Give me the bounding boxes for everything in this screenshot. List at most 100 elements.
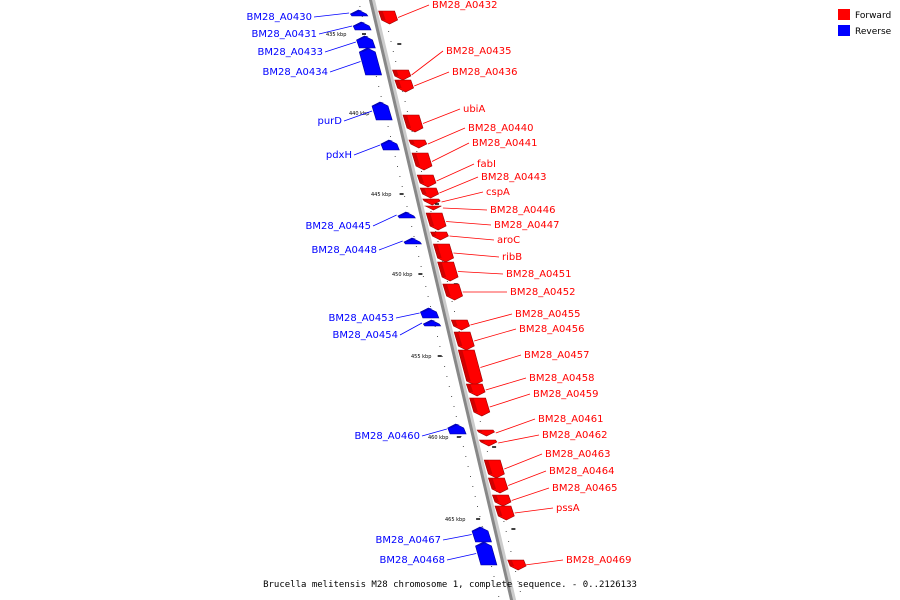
lane-dot [442, 261, 444, 262]
lane-dot [434, 326, 436, 327]
leader-line [514, 507, 554, 514]
gene-bm28_a0443: BM28_A0443 [419, 172, 547, 199]
gene-label: purD [318, 116, 343, 127]
leader-line [446, 221, 492, 226]
lane-dot [448, 386, 450, 387]
gene-ribb: ribB [432, 243, 522, 263]
gene-arrow-shade [403, 115, 411, 128]
lane-dot [479, 516, 481, 517]
lane-dot [411, 226, 413, 227]
lane-dot [404, 196, 406, 197]
gene-bm28_a0454: BM28_A0454 [332, 319, 442, 341]
legend-reverse-label: Reverse [855, 27, 892, 37]
gene-arrow-shade [422, 199, 429, 201]
lane-dot [390, 136, 391, 137]
leader-line [372, 214, 397, 227]
lane-dot [455, 416, 457, 417]
gene-bm28_a0447: BM28_A0447 [425, 212, 560, 231]
lane-dot [441, 356, 443, 357]
lane-dot [444, 366, 446, 367]
leader-line [442, 534, 472, 541]
lane-dot [517, 581, 519, 582]
gene-label: BM28_A0468 [379, 555, 445, 566]
lane-dot [446, 281, 448, 282]
leader-line [508, 470, 547, 486]
gene-label: BM28_A0441 [472, 138, 538, 149]
gene-bm28_a0457: BM28_A0457 [457, 349, 590, 386]
gene-aroc: aroC [430, 231, 520, 246]
lane-dot [486, 451, 488, 452]
lane-dot [422, 276, 424, 277]
gene-arrow-shade [433, 244, 442, 258]
lane-dot [470, 476, 471, 477]
leader-line [439, 176, 479, 194]
gene-arrow-shade [479, 440, 485, 442]
gene-label: BM28_A0430 [246, 12, 312, 23]
gene-label: BM28_A0457 [524, 350, 590, 361]
gene-arrow-shade [356, 36, 369, 40]
lane-dot [453, 406, 455, 407]
gene-purd: purD [318, 101, 393, 127]
gene-pssa: pssA [494, 503, 580, 521]
leader-line [395, 312, 420, 319]
gene-label: BM28_A0455 [515, 309, 581, 320]
gene-label: fabI [477, 159, 496, 170]
gene-label: BM28_A0467 [375, 535, 441, 546]
leader-line [470, 313, 513, 326]
gene-fabi: fabI [416, 159, 496, 188]
gene-arrow-shade [507, 560, 515, 566]
leader-line [495, 418, 536, 434]
gene-arrow-shade [417, 175, 424, 183]
lane-dot [479, 421, 481, 422]
gene-bm28_a0433: BM28_A0433 [257, 35, 376, 58]
gene-arrow-shade [477, 430, 483, 432]
gene-bm28_a0436: BM28_A0436 [394, 67, 518, 93]
leader-line [436, 163, 475, 182]
gene-features: BM28_A0430 BM28_A0431 BM28_A0432 BM28_A0433… [246, 0, 632, 571]
lane-dot [397, 166, 398, 167]
lane-dot [402, 91, 404, 92]
lane-dot [498, 596, 500, 597]
lane-dot [454, 311, 455, 312]
gene-label: BM28_A0465 [552, 483, 618, 494]
lane-dot [378, 86, 380, 87]
legend-forward-label: Forward [855, 11, 891, 21]
gene-pdxh: pdxH [326, 139, 400, 161]
leader-line [442, 207, 488, 211]
leader-line [431, 142, 470, 162]
lane-dot [458, 331, 460, 332]
gene-bm28_a0461: BM28_A0461 [476, 414, 604, 437]
gene-bm28_a0451: BM28_A0451 [437, 261, 572, 282]
gene-bm28_a0445: BM28_A0445 [305, 211, 416, 232]
lane-dot [392, 51, 394, 52]
gene-bm28_a0459: BM28_A0459 [469, 389, 599, 417]
lane-dot [446, 376, 448, 377]
leader-line [329, 61, 361, 73]
lane-dot [387, 126, 389, 127]
backbone-line [368, 0, 514, 600]
gene-arrow [380, 139, 400, 151]
leader-line [446, 553, 477, 561]
lane-dot [416, 151, 418, 152]
leader-line [397, 4, 430, 18]
lane-dot [437, 336, 438, 337]
gene-arrow-shade [495, 506, 503, 516]
gene-arrow-shade [426, 213, 435, 226]
gene-bm28_a0464: BM28_A0464 [487, 466, 615, 494]
tick-label: 440 kbp [349, 111, 369, 117]
leader-line [422, 108, 461, 124]
lane-dot [491, 566, 493, 567]
gene-label: pdxH [326, 150, 352, 161]
gene-label: BM28_A0461 [538, 414, 604, 425]
leader-line [343, 110, 373, 122]
gene-bm28_a0441: BM28_A0441 [411, 138, 538, 171]
legend-reverse-swatch [838, 25, 850, 36]
gene-label: BM28_A0436 [452, 67, 518, 78]
gene-bm28_a0448: BM28_A0448 [311, 237, 422, 256]
leader-line [414, 71, 450, 87]
lane-dot [505, 531, 507, 532]
gene-arrow-shade [372, 102, 384, 106]
tick-label: 445 kbp [371, 192, 391, 198]
gene-label: BM28_A0454 [332, 330, 398, 341]
